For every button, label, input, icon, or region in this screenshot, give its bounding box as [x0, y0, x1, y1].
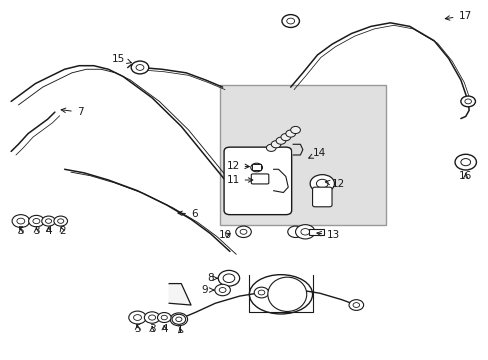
Circle shape [254, 287, 268, 298]
Circle shape [214, 284, 230, 296]
Circle shape [235, 226, 251, 238]
FancyBboxPatch shape [252, 163, 261, 170]
Circle shape [287, 226, 303, 238]
Circle shape [161, 315, 167, 320]
Text: 10: 10 [218, 230, 231, 240]
Text: 7: 7 [61, 107, 83, 117]
Text: 16: 16 [458, 171, 471, 181]
Circle shape [464, 99, 470, 104]
Circle shape [309, 175, 334, 193]
Circle shape [276, 137, 285, 144]
Circle shape [223, 274, 234, 283]
Text: 5: 5 [134, 324, 141, 334]
Text: 15: 15 [112, 54, 131, 64]
Circle shape [172, 314, 185, 324]
Circle shape [133, 315, 141, 320]
Circle shape [148, 315, 155, 320]
Circle shape [250, 163, 262, 172]
Circle shape [460, 96, 474, 107]
Circle shape [316, 179, 327, 188]
Text: 12: 12 [325, 179, 345, 189]
Circle shape [295, 225, 314, 239]
Circle shape [290, 126, 300, 134]
FancyBboxPatch shape [312, 187, 331, 207]
Circle shape [12, 215, 30, 228]
Circle shape [54, 216, 67, 226]
Circle shape [460, 158, 469, 166]
Circle shape [454, 154, 475, 170]
Circle shape [258, 290, 264, 295]
Circle shape [17, 218, 25, 224]
Circle shape [41, 216, 55, 226]
Circle shape [271, 141, 281, 148]
Circle shape [170, 313, 187, 326]
Circle shape [131, 61, 148, 74]
Polygon shape [292, 144, 302, 155]
Text: 1: 1 [177, 325, 183, 335]
Text: 6: 6 [178, 209, 197, 219]
Ellipse shape [249, 275, 312, 314]
Circle shape [281, 134, 290, 141]
Text: 9: 9 [201, 285, 213, 295]
Circle shape [300, 229, 309, 235]
Circle shape [219, 288, 225, 293]
Circle shape [175, 316, 183, 322]
Circle shape [136, 64, 143, 70]
FancyBboxPatch shape [308, 229, 323, 235]
Circle shape [157, 312, 171, 323]
Circle shape [144, 312, 160, 323]
Circle shape [285, 130, 295, 137]
Circle shape [348, 300, 363, 310]
Text: 8: 8 [207, 273, 217, 283]
Text: 12: 12 [226, 161, 249, 171]
Text: 4: 4 [45, 226, 52, 236]
Circle shape [45, 219, 52, 223]
FancyBboxPatch shape [251, 174, 268, 184]
Circle shape [352, 303, 359, 307]
Polygon shape [169, 284, 191, 305]
Circle shape [29, 215, 44, 227]
Text: 14: 14 [308, 148, 325, 158]
Text: 11: 11 [226, 175, 252, 185]
Circle shape [266, 144, 276, 152]
Text: 13: 13 [316, 230, 340, 240]
Ellipse shape [267, 277, 306, 311]
Circle shape [218, 270, 239, 286]
FancyBboxPatch shape [220, 85, 385, 225]
Text: 3: 3 [33, 226, 40, 236]
Circle shape [286, 18, 294, 24]
Text: 2: 2 [59, 226, 65, 236]
FancyBboxPatch shape [224, 147, 291, 215]
Text: 17: 17 [445, 11, 471, 21]
Circle shape [240, 229, 246, 234]
Text: 5: 5 [18, 226, 24, 236]
Circle shape [128, 311, 146, 324]
Circle shape [33, 219, 40, 224]
Circle shape [282, 15, 299, 27]
Text: 4: 4 [161, 324, 167, 334]
Circle shape [58, 219, 63, 223]
Circle shape [176, 317, 182, 321]
Text: 3: 3 [148, 324, 155, 334]
